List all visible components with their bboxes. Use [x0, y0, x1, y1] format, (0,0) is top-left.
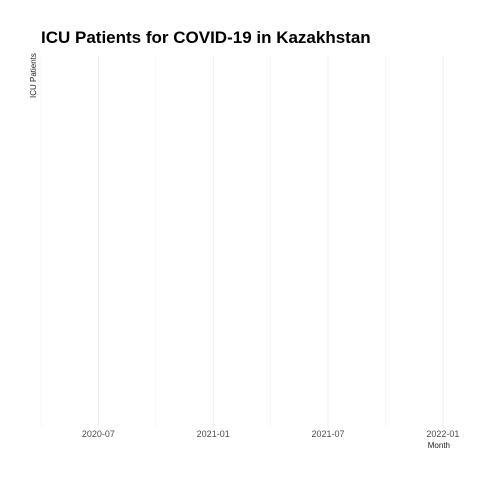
x-tick-label-1: 2021-01 — [197, 429, 230, 439]
x-tick-label-2: 2021-07 — [311, 429, 344, 439]
x-axis-title: Month — [428, 441, 450, 450]
x-tick-labels: 2020-07 2021-01 2021-07 2022-01 — [82, 429, 460, 439]
y-axis-title: ICU Patients — [29, 53, 38, 98]
chart-title: ICU Patients for COVID-19 in Kazakhstan — [41, 28, 371, 47]
x-tick-label-3: 2022-01 — [426, 429, 459, 439]
grid-layer — [40, 56, 444, 427]
x-tick-label-0: 2020-07 — [82, 429, 115, 439]
